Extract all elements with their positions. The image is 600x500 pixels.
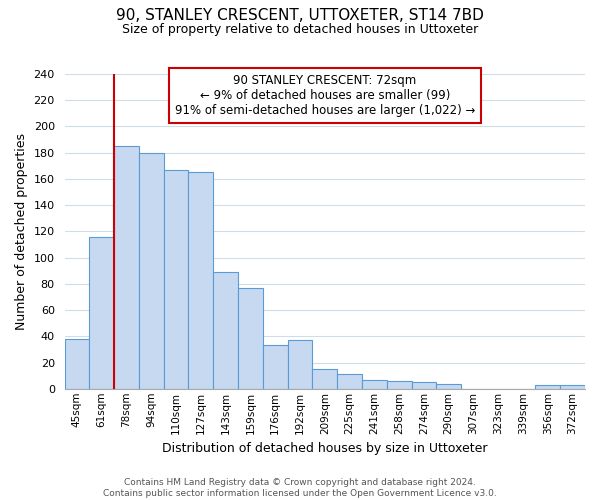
Text: 90 STANLEY CRESCENT: 72sqm
← 9% of detached houses are smaller (99)
91% of semi-: 90 STANLEY CRESCENT: 72sqm ← 9% of detac… <box>175 74 475 117</box>
Bar <box>535 385 560 389</box>
Bar <box>412 382 436 389</box>
Bar <box>387 381 412 389</box>
Bar <box>139 152 164 389</box>
Bar <box>287 340 313 389</box>
Bar <box>337 374 362 389</box>
Bar <box>114 146 139 389</box>
Bar <box>213 272 238 389</box>
Bar <box>313 369 337 389</box>
Y-axis label: Number of detached properties: Number of detached properties <box>15 133 28 330</box>
Bar <box>164 170 188 389</box>
Bar <box>188 172 213 389</box>
Bar <box>560 385 585 389</box>
Text: Contains HM Land Registry data © Crown copyright and database right 2024.
Contai: Contains HM Land Registry data © Crown c… <box>103 478 497 498</box>
Bar <box>238 288 263 389</box>
Bar <box>89 236 114 389</box>
Bar <box>263 346 287 389</box>
Text: Size of property relative to detached houses in Uttoxeter: Size of property relative to detached ho… <box>122 22 478 36</box>
Bar <box>436 384 461 389</box>
Text: 90, STANLEY CRESCENT, UTTOXETER, ST14 7BD: 90, STANLEY CRESCENT, UTTOXETER, ST14 7B… <box>116 8 484 22</box>
Bar <box>362 380 387 389</box>
X-axis label: Distribution of detached houses by size in Uttoxeter: Distribution of detached houses by size … <box>162 442 488 455</box>
Bar <box>65 339 89 389</box>
